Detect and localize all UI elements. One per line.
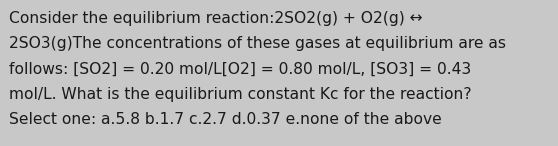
Text: 2SO3(g)The concentrations of these gases at equilibrium are as: 2SO3(g)The concentrations of these gases… (9, 36, 506, 52)
Text: Select one: a.5.8 b.1.7 c.2.7 d.0.37 e.none of the above: Select one: a.5.8 b.1.7 c.2.7 d.0.37 e.n… (9, 112, 441, 127)
Text: mol/L. What is the equilibrium constant Kc for the reaction?: mol/L. What is the equilibrium constant … (9, 87, 472, 102)
Text: follows: [SO2] = 0.20 mol/L[O2] = 0.80 mol/L, [SO3] = 0.43: follows: [SO2] = 0.20 mol/L[O2] = 0.80 m… (9, 62, 471, 77)
Text: Consider the equilibrium reaction:2SO2(g) + O2(g) ↔: Consider the equilibrium reaction:2SO2(g… (9, 11, 422, 26)
